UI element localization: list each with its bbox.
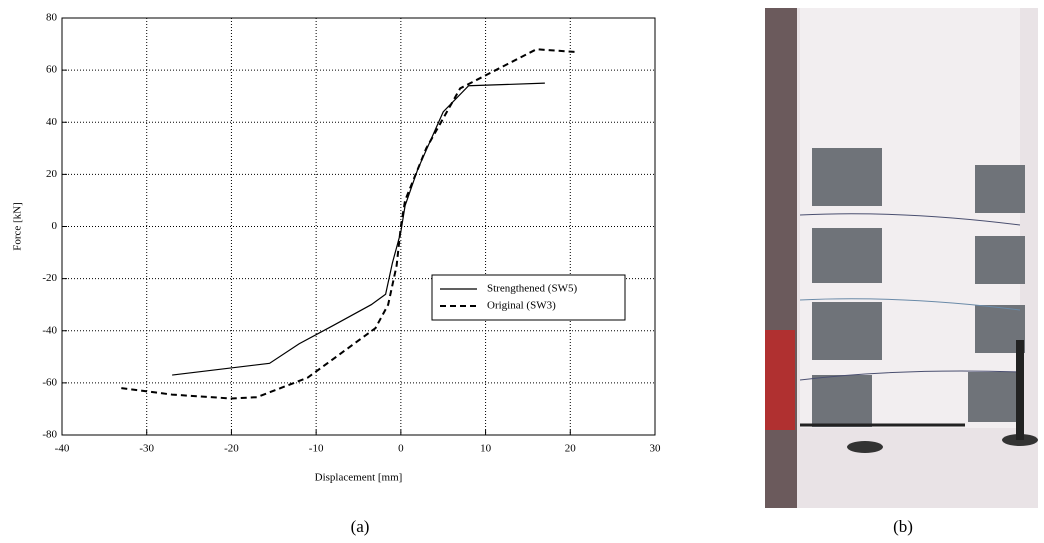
photo-post [1016, 340, 1024, 440]
x-axis-label: Displacement [mm] [315, 472, 403, 484]
line-series [172, 82, 545, 376]
x-tick-label: 10 [480, 443, 492, 455]
photo-crack [799, 370, 1021, 381]
y-tick-label: 40 [46, 116, 58, 128]
photo-column [765, 8, 797, 508]
y-tick-label: 60 [46, 64, 58, 76]
photo-plate [975, 236, 1025, 284]
x-tick-label: 30 [650, 443, 662, 455]
photo-plate [812, 375, 872, 427]
caption: (b) [893, 517, 913, 536]
photo-crack [799, 298, 1021, 311]
photo-plate [968, 372, 1023, 422]
y-tick-label: -60 [42, 376, 57, 388]
x-tick-label: -20 [224, 443, 239, 455]
plot-frame [61, 17, 656, 436]
photo-plate [812, 148, 882, 206]
photo-red-frame [765, 330, 795, 430]
y-tick-label: 80 [46, 12, 58, 24]
x-tick-label: 0 [398, 443, 404, 455]
x-tick-label: -40 [55, 443, 70, 455]
x-tick-label: -10 [309, 443, 324, 455]
x-tick-label: -30 [139, 443, 154, 455]
legend-label: Original (SW3) [487, 300, 556, 312]
photo [765, 8, 1038, 508]
photo-plate [812, 302, 882, 360]
y-tick-label: -20 [42, 272, 57, 284]
y-tick-label: -40 [42, 324, 57, 336]
line-series [121, 48, 575, 400]
y-tick-label: 0 [52, 220, 58, 232]
photo-wall [800, 8, 1020, 428]
y-axis-label: Force [kN] [12, 202, 24, 251]
legend-box [431, 274, 626, 321]
y-tick-label: -80 [42, 429, 57, 441]
caption: (a) [351, 517, 370, 536]
x-tick-label: 20 [565, 443, 577, 455]
photo-crack [799, 213, 1021, 226]
y-tick-label: 20 [46, 168, 58, 180]
photo-plate [975, 165, 1025, 213]
legend-label: Strengthened (SW5) [487, 283, 577, 295]
photo-base [847, 441, 883, 453]
photo-plate [812, 228, 882, 283]
